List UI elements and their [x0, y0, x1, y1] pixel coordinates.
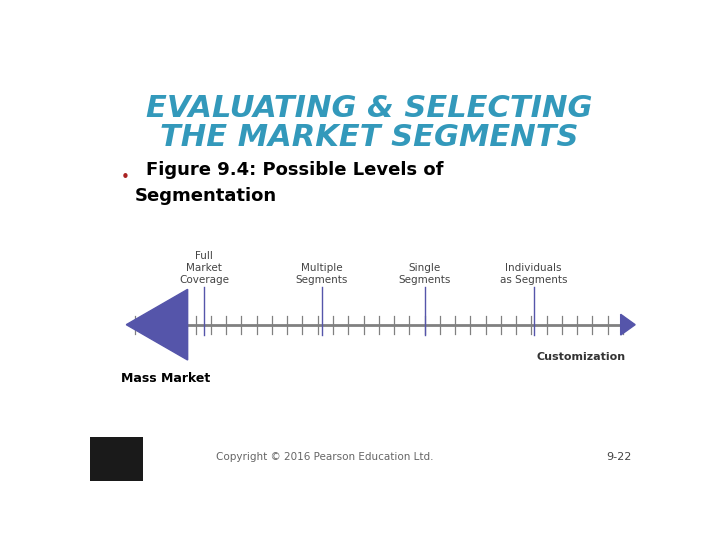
Text: Kotler
Keller: Kotler Keller: [97, 447, 116, 458]
Polygon shape: [126, 289, 188, 360]
Text: Single
Segments: Single Segments: [399, 263, 451, 285]
Text: •: •: [121, 170, 130, 185]
Polygon shape: [621, 314, 635, 335]
Text: Multiple
Segments: Multiple Segments: [295, 263, 348, 285]
Text: THE MARKET SEGMENTS: THE MARKET SEGMENTS: [160, 123, 578, 152]
Text: Customization: Customization: [536, 352, 626, 362]
Text: Copyright © 2016 Pearson Education Ltd.: Copyright © 2016 Pearson Education Ltd.: [215, 452, 433, 462]
Bar: [90, 437, 143, 481]
Text: EVALUATING & SELECTING: EVALUATING & SELECTING: [145, 94, 593, 123]
Text: Mass Market: Mass Market: [121, 373, 210, 386]
Text: Segmentation: Segmentation: [135, 187, 276, 205]
Text: Figure 9.4: Possible Levels of: Figure 9.4: Possible Levels of: [145, 160, 444, 179]
Text: Full
Market
Coverage: Full Market Coverage: [179, 251, 230, 285]
Text: MARKETING
MANAGEMENT: MARKETING MANAGEMENT: [109, 454, 145, 464]
Text: Individuals
as Segments: Individuals as Segments: [500, 263, 567, 285]
Text: 9-22: 9-22: [606, 452, 631, 462]
